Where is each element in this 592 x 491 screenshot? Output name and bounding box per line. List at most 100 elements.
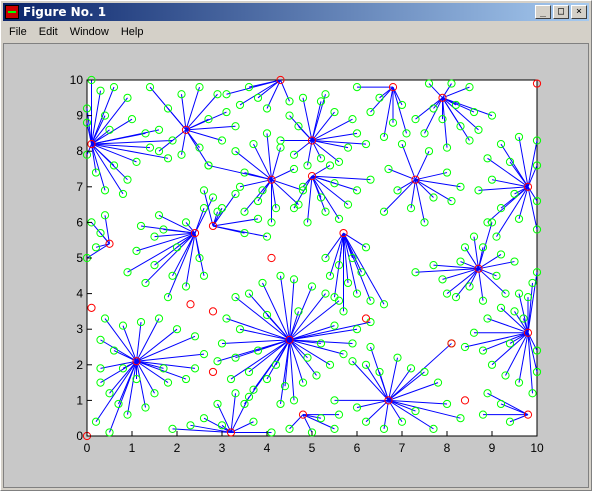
member-node-marker	[100, 314, 110, 323]
member-node-marker	[195, 83, 204, 92]
member-node-marker	[96, 378, 105, 387]
member-node-marker	[82, 118, 92, 127]
link-line	[91, 143, 169, 159]
cluster-head-marker	[307, 136, 317, 145]
link-line	[172, 428, 232, 433]
member-node-marker	[420, 218, 429, 227]
member-node-marker	[231, 293, 240, 302]
member-node-marker	[330, 321, 339, 330]
link-line	[487, 392, 529, 416]
member-node-marker	[136, 221, 146, 231]
link-line	[527, 332, 538, 373]
member-node-marker	[267, 428, 276, 437]
link-line	[212, 218, 259, 227]
menu-window[interactable]: Window	[69, 26, 109, 38]
title-bar[interactable]: Figure No. 1 _ □ ×	[3, 3, 589, 21]
link-line	[325, 232, 344, 259]
member-node-marker	[154, 125, 164, 134]
member-node-marker	[100, 111, 110, 120]
link-line	[527, 186, 538, 202]
link-line	[91, 90, 101, 145]
link-line	[289, 339, 304, 383]
y-tick-label: 8	[76, 144, 83, 158]
member-node-marker	[334, 261, 344, 270]
link-line	[91, 97, 128, 145]
close-button[interactable]: ×	[571, 5, 587, 19]
link-line	[91, 140, 173, 145]
member-node-marker	[442, 289, 452, 298]
member-node-marker	[100, 211, 110, 220]
menu-help[interactable]: Help	[120, 26, 144, 38]
link-line	[289, 339, 308, 359]
link-line	[217, 403, 232, 433]
link-line	[167, 108, 187, 131]
member-node-marker	[276, 271, 285, 280]
link-line	[136, 360, 169, 384]
link-line	[266, 133, 272, 180]
link-line	[91, 118, 133, 145]
member-node-marker	[289, 150, 299, 159]
link-line	[343, 232, 358, 294]
member-node-marker	[298, 378, 308, 387]
member-node-marker	[289, 275, 299, 284]
member-node-marker	[528, 278, 537, 288]
member-node-marker	[82, 104, 92, 113]
member-node-marker	[195, 253, 204, 263]
y-tick-label: 2	[76, 358, 83, 372]
matlab-figure-icon[interactable]	[5, 5, 19, 19]
member-node-marker	[474, 186, 483, 195]
cluster-head-marker	[523, 410, 533, 419]
member-node-marker	[303, 218, 312, 227]
link-line	[185, 93, 218, 131]
member-node-marker	[123, 410, 132, 419]
member-node-marker	[213, 207, 222, 216]
member-node-marker	[114, 399, 123, 409]
link-line	[482, 332, 529, 352]
member-node-marker	[523, 293, 533, 302]
link-line	[91, 143, 106, 191]
maximize-button[interactable]: □	[553, 5, 569, 19]
member-node-marker	[276, 143, 285, 152]
link-line	[388, 357, 398, 401]
member-node-marker	[424, 147, 434, 156]
link-line	[248, 339, 290, 373]
x-tick-label: 4	[264, 441, 271, 455]
link-line	[388, 399, 448, 405]
link-line	[185, 129, 209, 166]
member-node-marker	[393, 353, 402, 362]
member-node-marker	[294, 122, 303, 131]
member-node-marker	[361, 139, 371, 149]
link-line	[136, 335, 196, 362]
member-node-marker	[105, 428, 114, 437]
member-node-marker	[150, 261, 159, 270]
member-node-marker	[109, 346, 119, 355]
member-node-marker	[532, 268, 542, 277]
member-node-marker	[496, 399, 506, 409]
member-node-marker	[240, 168, 249, 177]
member-node-marker	[91, 243, 101, 252]
cluster-head-marker	[523, 182, 533, 191]
menu-file[interactable]: File	[9, 26, 27, 38]
member-node-marker	[474, 125, 483, 134]
link-line	[239, 179, 272, 188]
link-line	[433, 264, 479, 270]
link-line	[145, 232, 196, 284]
minimize-button[interactable]: _	[535, 5, 551, 19]
window-title: Figure No. 1	[23, 5, 107, 19]
member-node-marker	[231, 147, 240, 156]
member-node-marker	[402, 129, 411, 138]
member-node-marker	[190, 364, 200, 373]
x-tick-label: 9	[489, 441, 496, 455]
link-line	[230, 396, 250, 433]
menu-edit[interactable]: Edit	[38, 26, 58, 38]
member-node-marker	[411, 115, 420, 124]
member-node-marker	[235, 100, 245, 110]
member-node-marker	[168, 271, 177, 280]
link-line	[487, 157, 529, 188]
member-node-marker	[501, 289, 510, 298]
member-node-marker	[231, 189, 240, 199]
member-node-marker	[289, 204, 299, 213]
member-node-marker	[406, 364, 416, 373]
member-node-marker	[352, 403, 362, 412]
member-node-marker	[397, 417, 407, 426]
